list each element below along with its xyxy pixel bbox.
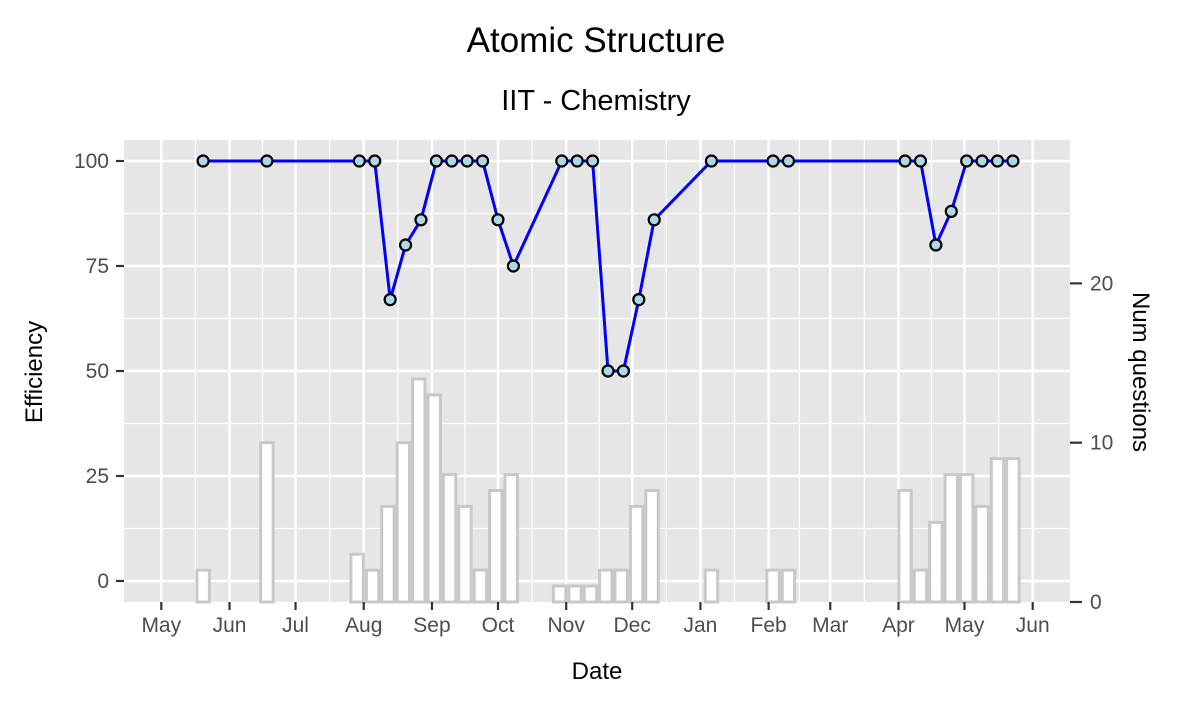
bar <box>1005 457 1021 604</box>
bar <box>974 504 990 604</box>
bar <box>426 393 442 604</box>
data-point <box>555 154 569 168</box>
data-point <box>781 154 796 168</box>
bar <box>989 457 1006 604</box>
y-left-tick-label: 50 <box>86 360 109 383</box>
data-point <box>616 364 631 378</box>
y-axis-left: 0 25 50 75 100 <box>74 150 124 593</box>
y-axis-left-title: Efficiency <box>21 321 48 423</box>
data-point <box>1006 154 1020 168</box>
data-point <box>944 204 958 218</box>
y-axis-right: 0 10 20 <box>1070 272 1113 614</box>
bar <box>598 568 614 604</box>
bar <box>488 488 504 604</box>
data-point <box>990 154 1005 168</box>
x-tick-label: Apr <box>882 614 915 637</box>
data-point <box>975 154 989 168</box>
y-left-tick-label: 75 <box>86 255 109 278</box>
bar <box>628 504 645 604</box>
data-point <box>766 154 780 168</box>
bar <box>503 473 519 604</box>
bar <box>582 584 599 604</box>
x-tick-label: Aug <box>345 614 382 637</box>
data-point <box>260 154 274 168</box>
bar <box>441 473 458 604</box>
data-point <box>460 154 474 168</box>
bar <box>380 504 396 604</box>
x-tick-label: Mar <box>812 614 848 637</box>
bar <box>897 488 913 604</box>
data-point <box>475 154 490 168</box>
bar <box>259 441 275 604</box>
bar <box>395 441 412 604</box>
bar <box>613 568 629 604</box>
data-point <box>506 259 520 273</box>
bar <box>912 568 929 604</box>
y-left-tick-label: 100 <box>74 150 109 173</box>
data-point <box>929 238 943 252</box>
bar <box>551 584 568 604</box>
x-tick-label: Oct <box>482 614 515 637</box>
x-axis: May Jun Jul Aug Sep Oct Nov Dec Jan Feb Mar Apr May J… <box>141 602 1050 637</box>
data-point <box>383 293 397 307</box>
y-right-tick-label: 0 <box>1090 591 1102 614</box>
x-tick-label: Nov <box>548 614 586 637</box>
y-right-tick-label: 20 <box>1090 272 1113 295</box>
data-point <box>898 154 912 168</box>
y-right-tick-label: 10 <box>1090 432 1113 455</box>
data-point <box>601 364 615 378</box>
y-axis-right-title: Num questions <box>1127 292 1154 452</box>
data-point <box>196 154 210 168</box>
x-tick-label: Jun <box>213 614 247 637</box>
data-point <box>570 154 584 168</box>
x-tick-label: Dec <box>614 614 651 637</box>
bar <box>958 473 975 604</box>
chart-subtitle: IIT - Chemistry <box>501 85 691 117</box>
data-point <box>445 154 459 168</box>
data-point <box>398 238 413 252</box>
data-point <box>585 154 600 168</box>
x-tick-label: Jul <box>282 614 309 637</box>
bar <box>411 377 427 604</box>
bar <box>195 568 211 604</box>
bar <box>644 488 660 604</box>
bar <box>943 473 959 604</box>
bar <box>349 552 365 604</box>
y-left-tick-label: 0 <box>97 570 109 593</box>
bar <box>765 568 781 604</box>
data-point <box>352 154 366 168</box>
x-tick-label: Jan <box>683 614 717 637</box>
data-point <box>632 293 646 307</box>
x-tick-label: May <box>141 614 181 637</box>
bar <box>780 568 797 604</box>
data-point <box>704 154 719 168</box>
bar <box>567 584 583 604</box>
x-axis-title: Date <box>572 658 623 685</box>
x-tick-label: Feb <box>751 614 787 637</box>
data-point <box>913 154 928 168</box>
points <box>196 154 1020 378</box>
x-tick-label: Sep <box>413 614 450 637</box>
y-left-tick-label: 25 <box>86 465 109 488</box>
data-point <box>414 213 428 227</box>
bar <box>364 568 381 604</box>
chart-title: Atomic Structure <box>467 21 726 60</box>
bar <box>928 520 944 604</box>
bar <box>472 568 489 604</box>
data-point <box>491 213 505 227</box>
bar <box>703 568 720 604</box>
bar <box>457 504 473 604</box>
data-point <box>647 213 661 227</box>
data-point <box>960 154 974 168</box>
data-point <box>429 154 443 168</box>
x-tick-label: May <box>945 614 985 637</box>
bars <box>195 377 1021 604</box>
x-tick-label: Jun <box>1016 614 1050 637</box>
data-point <box>368 154 382 168</box>
